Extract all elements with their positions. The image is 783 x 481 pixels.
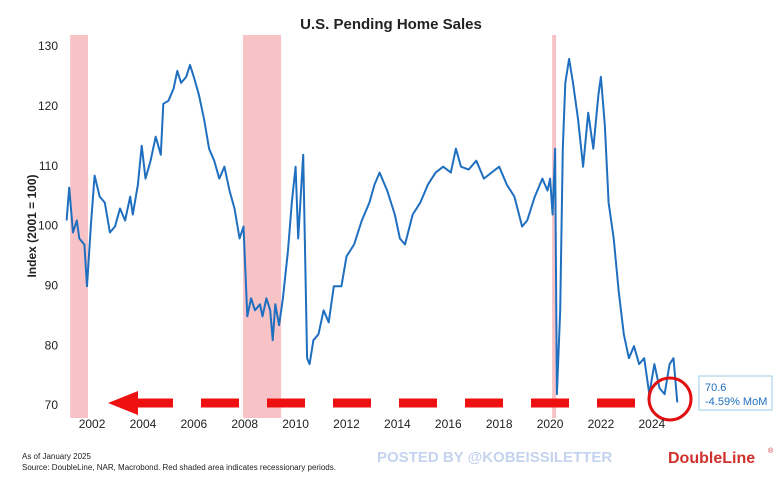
y-tick-label: 70: [45, 398, 59, 412]
x-tick-label: 2022: [588, 417, 615, 431]
watermark: POSTED BY @KOBEISSILETTER: [377, 449, 612, 466]
recession-band: [242, 35, 282, 418]
x-tick-label: 2018: [486, 417, 513, 431]
chart-title: U.S. Pending Home Sales: [300, 16, 482, 33]
x-tick-label: 2004: [130, 417, 157, 431]
source-note: Source: DoubleLine, NAR, Macrobond. Red …: [22, 463, 336, 472]
x-tick-label: 2008: [231, 417, 258, 431]
y-tick-label: 80: [45, 338, 59, 352]
y-tick-label: 120: [38, 99, 58, 113]
annotation-value: 70.6: [705, 382, 726, 394]
x-tick-label: 2006: [180, 417, 207, 431]
series-line: [65, 57, 679, 403]
x-tick-label: 2016: [435, 417, 462, 431]
plot-layer: [65, 57, 679, 403]
x-tick-label: 2002: [79, 417, 106, 431]
annotation-box: [698, 375, 773, 411]
y-tick-label: 110: [39, 159, 58, 173]
logo-mark: ®: [768, 447, 774, 455]
recession-layer: [70, 35, 557, 418]
y-axis-label: Index (2001 = 100): [25, 174, 39, 277]
x-tick-label: 2014: [384, 417, 411, 431]
y-tick-label: 100: [38, 219, 58, 233]
x-tick-label: 2012: [333, 417, 360, 431]
dashed-arrow: [108, 391, 645, 415]
x-tick-label: 2010: [282, 417, 309, 431]
arrow-head: [108, 391, 138, 415]
logo: DoubleLine: [668, 450, 755, 467]
x-tick-label: 2024: [638, 417, 665, 431]
highlight-circle: [647, 376, 693, 422]
recession-band: [70, 35, 88, 418]
as-of-note: As of January 2025: [22, 452, 91, 461]
y-tick-label: 90: [45, 279, 59, 293]
x-tick-label: 2020: [537, 417, 564, 431]
annotation-change: -4.59% MoM: [705, 396, 767, 408]
recession-band: [552, 35, 557, 418]
y-tick-label: 130: [38, 39, 58, 53]
